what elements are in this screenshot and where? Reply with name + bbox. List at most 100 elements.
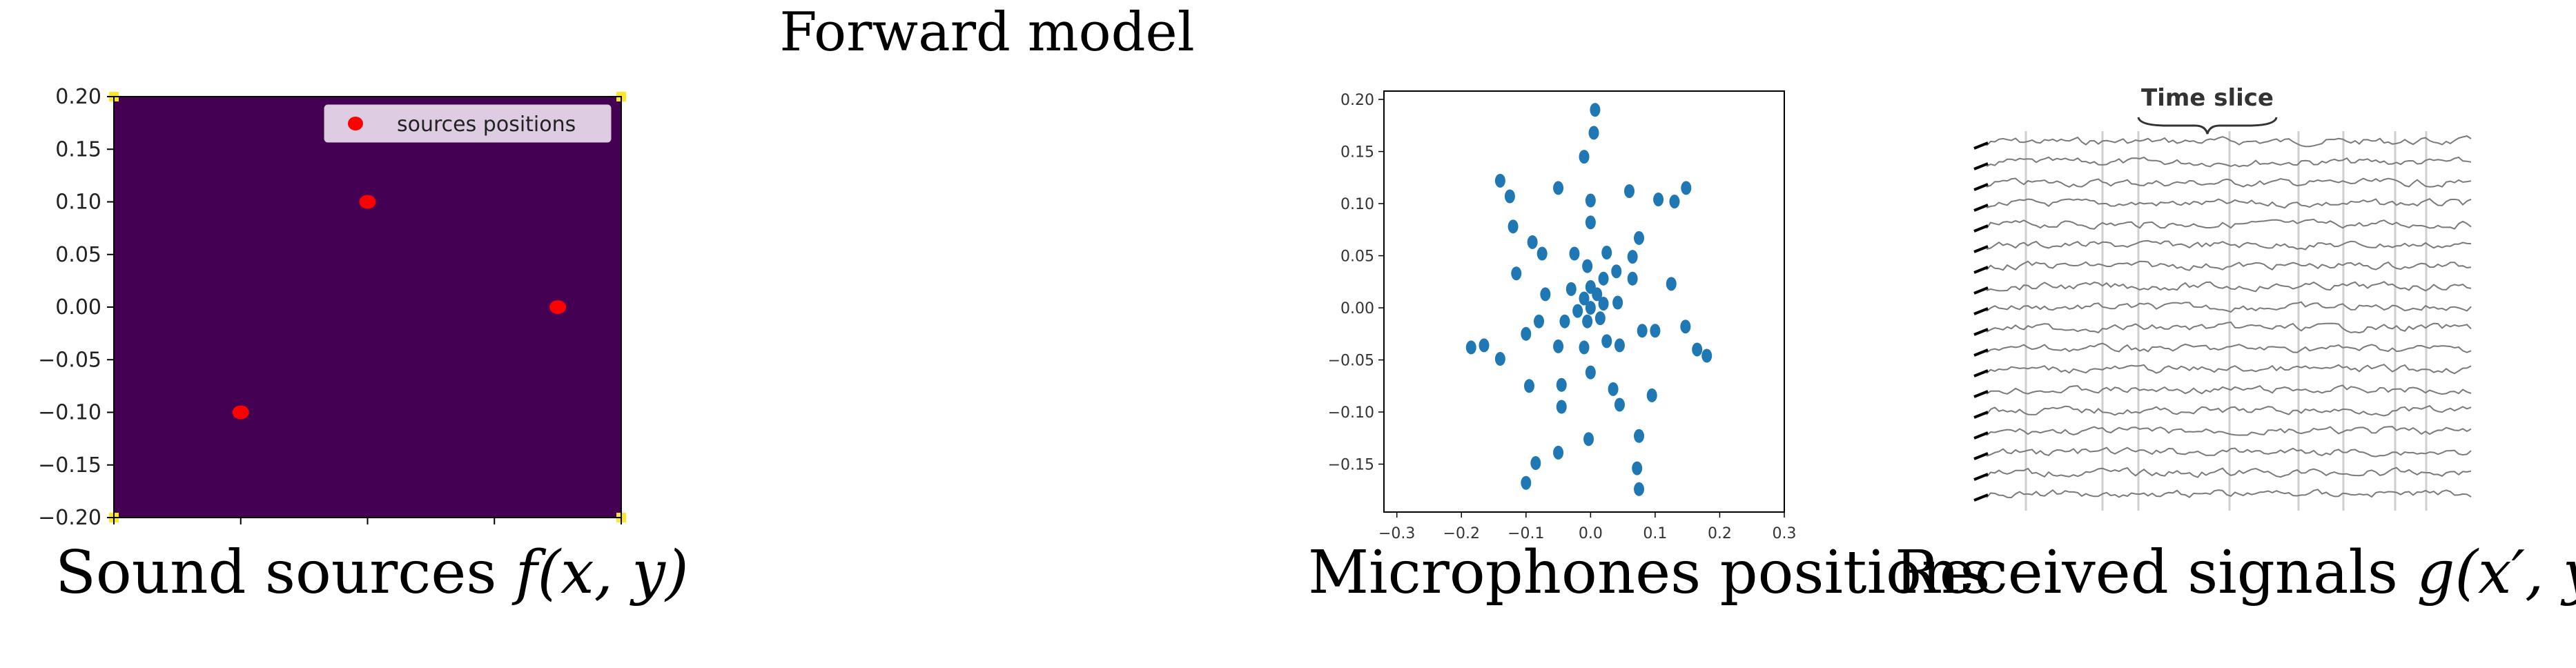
mic-point-32 [1612, 295, 1623, 310]
sound-sources-caption: Sound sources f(x, y) [55, 538, 689, 607]
signal-trace-start-3 [1973, 204, 1989, 212]
mic-point-42 [1553, 339, 1564, 353]
mic-point-14 [1536, 246, 1548, 261]
time-slice-brace [2137, 117, 2278, 135]
mic-point-45 [1614, 338, 1625, 353]
signal-trace-start-0 [1973, 141, 1989, 150]
mic-point-59 [1634, 429, 1645, 443]
signal-trace-9 [1986, 321, 2472, 334]
mic-point-21 [1611, 264, 1622, 279]
signal-trace-start-2 [1973, 183, 1989, 191]
mic-point-24 [1565, 282, 1577, 296]
mic-point-51 [1523, 379, 1534, 393]
mic-point-38 [1637, 324, 1648, 338]
signal-trace-15 [1986, 446, 2472, 458]
sources-ytick-label-6: −0.10 [38, 401, 101, 425]
legend-box [324, 104, 612, 143]
signal-trace-14 [1986, 426, 2472, 436]
mic-point-37 [1594, 311, 1606, 326]
mic-point-47 [1479, 338, 1490, 353]
signal-trace-start-12 [1973, 390, 1989, 398]
mics-xtick-label-6: 0.3 [1773, 525, 1797, 542]
mic-point-54 [1608, 382, 1619, 396]
mic-point-58 [1583, 432, 1594, 446]
mics-xtick-label-3: 0.0 [1579, 525, 1603, 542]
mic-point-39 [1650, 324, 1661, 338]
received-signals-figure: Time slice [1973, 84, 2472, 511]
signal-trace-start-1 [1973, 162, 1989, 170]
signal-trace-start-17 [1973, 493, 1989, 502]
sources-xtick-label-3: 0.1 [478, 530, 511, 531]
sources-ytick-label-4: 0.00 [55, 295, 101, 320]
sources-field [114, 97, 621, 518]
source-point-1 [549, 300, 567, 314]
sources-xtick-label-1: −0.1 [215, 530, 266, 531]
mics-xtick-label-2: −0.1 [1507, 525, 1544, 542]
mic-point-5 [1553, 181, 1564, 195]
mic-point-0 [1590, 103, 1601, 117]
received-signals-caption-text: Received signals [1895, 538, 2417, 607]
signal-trace-0 [1986, 135, 2472, 148]
mic-point-62 [1632, 461, 1643, 475]
sources-xtick-label-4: 0.2 [605, 530, 638, 531]
mic-point-41 [1521, 326, 1532, 341]
signal-trace-start-4 [1973, 224, 1989, 233]
mic-point-7 [1653, 193, 1664, 207]
mic-point-40 [1680, 320, 1691, 334]
signal-trace-16 [1986, 466, 2472, 478]
received-signals-caption-math: g(x′, y′, t) [2417, 538, 2576, 607]
mic-point-11 [1585, 215, 1596, 230]
mic-point-27 [1627, 271, 1638, 286]
sources-ytick-label-2: 0.10 [55, 190, 101, 215]
signal-trace-4 [1986, 218, 2472, 230]
source-point-2 [232, 405, 249, 420]
signal-trace-start-7 [1973, 286, 1989, 295]
signal-trace-11 [1986, 364, 2472, 375]
signal-trace-start-15 [1973, 452, 1989, 460]
mics-ytick-label-1: 0.15 [1340, 144, 1374, 161]
mic-point-63 [1521, 475, 1532, 490]
mic-point-46 [1465, 340, 1476, 355]
mic-point-53 [1585, 365, 1596, 380]
signal-trace-12 [1986, 384, 2472, 395]
mic-point-22 [1598, 271, 1609, 286]
mics-ytick-label-4: 0.00 [1340, 300, 1374, 317]
signal-trace-start-5 [1973, 245, 1989, 253]
mic-point-50 [1701, 348, 1713, 363]
mic-point-20 [1582, 259, 1593, 273]
sources-xtick-label-2: 0.0 [351, 530, 384, 531]
mic-point-48 [1494, 352, 1505, 366]
mic-point-17 [1634, 230, 1645, 245]
mic-point-34 [1559, 314, 1570, 328]
mic-point-15 [1569, 246, 1580, 261]
mic-point-10 [1585, 193, 1596, 208]
mic-point-23 [1540, 287, 1551, 302]
mic-point-28 [1666, 277, 1677, 291]
signal-trace-1 [1986, 156, 2472, 168]
mics-ytick-label-0: 0.20 [1340, 92, 1374, 109]
mic-point-35 [1534, 314, 1545, 328]
mics-ytick-label-6: −0.10 [1328, 404, 1374, 422]
microphones-caption: Microphones positions [1308, 538, 1991, 607]
mics-ytick-label-2: 0.10 [1340, 196, 1374, 213]
mic-point-2 [1579, 150, 1590, 164]
mic-point-1 [1588, 126, 1599, 140]
legend-marker [348, 117, 363, 130]
sound-sources-caption-math: f(x, y) [515, 538, 689, 607]
mics-ytick-label-3: 0.05 [1340, 248, 1374, 266]
mic-point-18 [1627, 250, 1638, 264]
mics-ytick-label-7: −0.15 [1328, 457, 1374, 474]
sources-ytick-label-3: 0.05 [55, 243, 101, 267]
signal-trace-8 [1986, 301, 2472, 313]
mics-xtick-label-1: −0.2 [1443, 525, 1480, 542]
mic-point-55 [1646, 388, 1657, 402]
mic-point-61 [1530, 456, 1541, 471]
mic-point-19 [1511, 266, 1522, 281]
sources-chart: −0.2 −0.1 0.0 0.1 0.2 0.20 0.15 0.10 0.05 0.00 −0.… [38, 85, 638, 531]
mic-point-9 [1681, 181, 1692, 195]
received-signals-caption: Received signals g(x′, y′, t) [1895, 538, 2576, 607]
signal-trace-start-10 [1973, 348, 1989, 357]
mic-point-64 [1634, 482, 1645, 496]
mic-point-31 [1598, 297, 1609, 311]
signal-trace-start-9 [1973, 328, 1989, 336]
